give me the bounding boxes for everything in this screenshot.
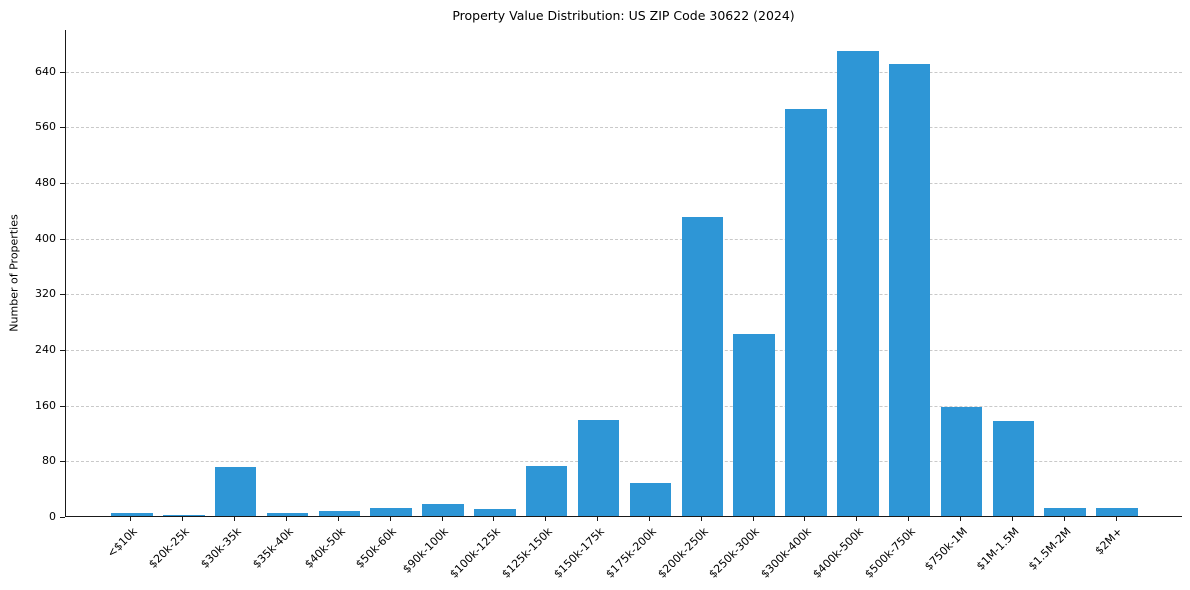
x-tick-label: $1.5M-2M xyxy=(1025,525,1074,573)
bar xyxy=(785,109,827,516)
x-tick-label: $50k-60k xyxy=(353,525,400,571)
bar xyxy=(318,511,361,516)
gridline xyxy=(66,350,1182,352)
x-tick-label: $175k-200k xyxy=(602,525,659,581)
y-tick-label: 80 xyxy=(42,454,56,468)
y-tick-label: 560 xyxy=(35,120,56,134)
x-tick-label: $1M-1.5M xyxy=(973,525,1022,573)
x-tick-mark xyxy=(285,517,287,521)
x-tick-mark xyxy=(597,517,599,521)
x-tick-label: <$10k xyxy=(105,525,141,561)
y-tick-mark xyxy=(60,517,65,518)
x-tick-mark xyxy=(337,517,339,521)
bar xyxy=(629,483,672,516)
x-tick-label: $150k-175k xyxy=(551,525,607,581)
x-tick-label: $40k-50k xyxy=(301,525,348,571)
y-tick-mark xyxy=(60,238,65,240)
bar xyxy=(111,512,153,516)
gridline xyxy=(66,183,1182,185)
x-tick-mark xyxy=(441,517,443,521)
bar xyxy=(577,420,620,516)
y-tick-mark xyxy=(60,127,65,129)
x-tick-mark xyxy=(752,517,754,521)
y-tick-mark xyxy=(60,71,65,73)
x-tick-mark xyxy=(182,517,184,521)
x-tick-mark xyxy=(493,517,495,521)
y-tick-mark xyxy=(60,183,65,185)
x-tick-label: $20k-25k xyxy=(146,525,192,571)
bar xyxy=(888,63,931,516)
x-tick-mark xyxy=(1115,517,1117,521)
x-tick-mark xyxy=(856,517,858,521)
x-tick-label: $400k-500k xyxy=(810,525,867,581)
x-tick-label: $750k-1M xyxy=(921,525,970,573)
x-tick-label: $30k-35k xyxy=(198,525,244,571)
bar xyxy=(525,465,568,516)
y-tick-label: 640 xyxy=(35,64,56,78)
bar xyxy=(422,504,464,516)
x-tick-label: $90k-100k xyxy=(400,525,452,576)
bar xyxy=(266,512,309,516)
y-tick-label: 480 xyxy=(35,176,56,190)
y-tick-label: 0 xyxy=(49,510,56,523)
x-tick-label: $200k-250k xyxy=(654,525,711,581)
gridline xyxy=(66,238,1182,240)
x-tick-label: $500k-750k xyxy=(862,525,918,581)
plot-area xyxy=(65,30,1182,517)
bar xyxy=(940,406,983,516)
y-tick-label: 160 xyxy=(35,398,56,412)
gridline xyxy=(66,127,1182,129)
x-tick-label: $35k-40k xyxy=(249,525,296,571)
x-tick-mark xyxy=(234,517,236,521)
bar xyxy=(370,507,412,516)
x-tick-label: $100k-125k xyxy=(447,525,504,581)
x-tick-mark xyxy=(804,517,806,521)
y-tick-mark xyxy=(60,405,65,407)
y-tick-label: 240 xyxy=(35,343,56,357)
gridline xyxy=(66,71,1182,73)
x-tick-mark xyxy=(545,517,547,521)
bar xyxy=(163,514,205,516)
y-tick-label: 400 xyxy=(35,231,56,245)
bar xyxy=(214,467,257,516)
bar xyxy=(733,333,775,516)
y-tick-mark xyxy=(60,350,65,352)
bar xyxy=(474,509,516,516)
x-tick-mark xyxy=(1011,517,1013,521)
x-tick-label: $300k-400k xyxy=(758,525,815,581)
y-tick-label: 320 xyxy=(35,287,56,301)
gridline xyxy=(66,461,1182,463)
bar xyxy=(681,216,723,516)
bar xyxy=(837,51,879,516)
bar xyxy=(992,420,1035,516)
bar xyxy=(1096,507,1138,516)
chart-title: Property Value Distribution: US ZIP Code… xyxy=(452,8,795,23)
x-tick-mark xyxy=(130,517,132,521)
x-tick-mark xyxy=(648,517,650,521)
x-tick-mark xyxy=(960,517,962,521)
x-tick-label: $2M+ xyxy=(1092,525,1126,558)
gridline xyxy=(66,294,1182,296)
y-tick-mark xyxy=(60,461,65,463)
x-tick-mark xyxy=(1063,517,1065,521)
bar xyxy=(1044,507,1086,516)
x-tick-label: $250k-300k xyxy=(706,525,763,581)
x-tick-label: $125k-150k xyxy=(499,525,555,581)
y-tick-mark xyxy=(60,294,65,296)
x-tick-mark xyxy=(908,517,910,521)
x-tick-mark xyxy=(389,517,391,521)
x-tick-mark xyxy=(700,517,702,521)
gridline xyxy=(66,405,1182,407)
